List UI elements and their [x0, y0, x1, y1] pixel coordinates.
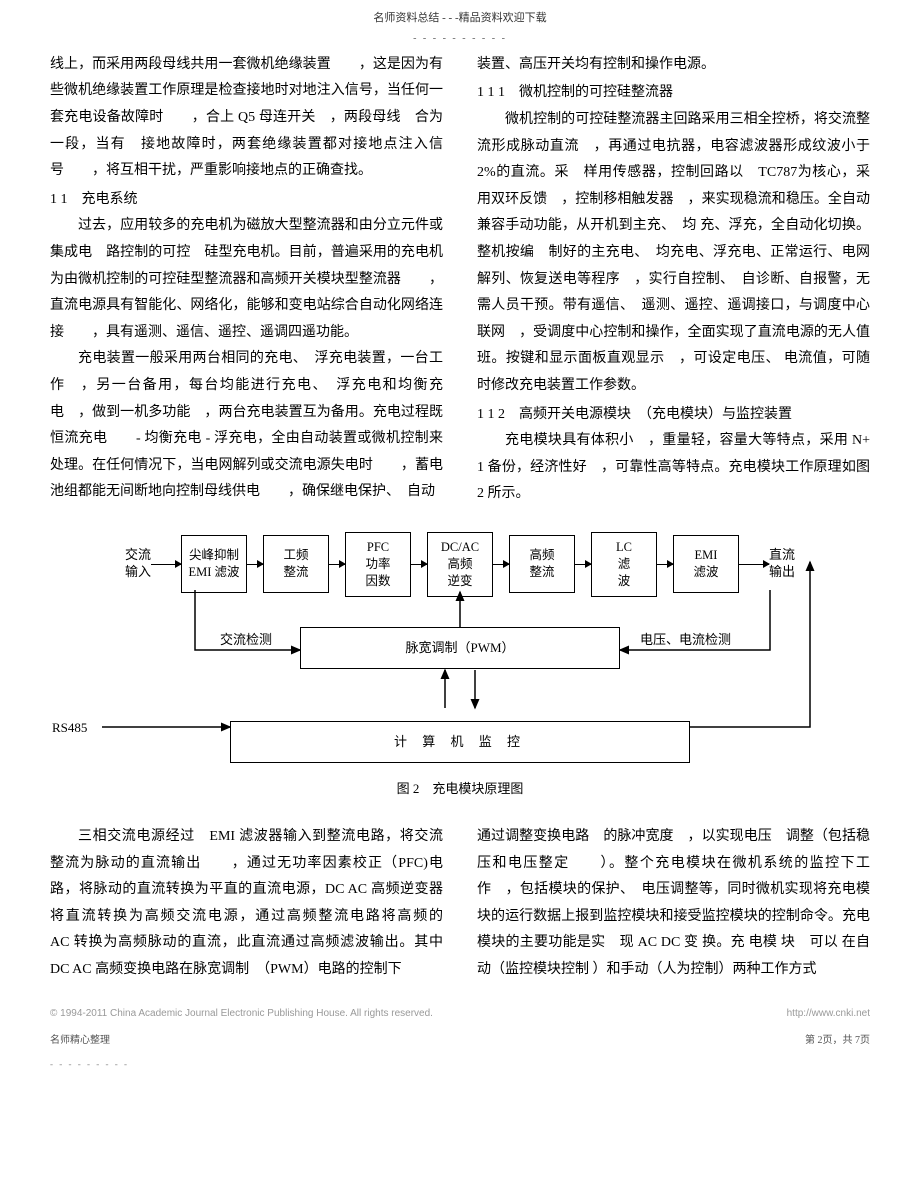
left-column: 线上，而采用两段母线共用一套微机绝缘装置 ，这是因为有些微机绝缘装置工作原理是检…	[50, 52, 443, 508]
pwm-box: 脉宽调制（PWM）	[300, 627, 620, 670]
monitor-box: 计 算 机 监 控	[230, 721, 690, 764]
box-emi-out: EMI 滤波	[673, 535, 739, 593]
dc-output-label: 直流 输出	[769, 547, 795, 581]
page-footer-2: 名师精心整理 第 2页，共 7页	[0, 1029, 920, 1056]
left-p3: 充电装置一般采用两台相同的充电、 浮充电装置，一台工作 ，另一台备用，每台均能进…	[50, 346, 443, 506]
box-rectifier: 工频 整流	[263, 535, 329, 593]
section-1-1: 1 1 充电系统	[50, 187, 443, 214]
box-pfc: PFC 功率 因数	[345, 532, 411, 597]
left-p1: 线上，而采用两段母线共用一套微机绝缘装置 ，这是因为有些微机绝缘装置工作原理是检…	[50, 52, 443, 185]
page-content: 线上，而采用两段母线共用一套微机绝缘装置 ，这是因为有些微机绝缘装置工作原理是检…	[0, 52, 920, 1004]
footer-left: 名师精心整理	[50, 1031, 110, 1050]
right-p3: 充电模块具有体积小 ，重量轻，容量大等特点，采用 N+ 1 备份，经济性好 ，可…	[477, 428, 870, 508]
header-sub: - - - - - - - - - -	[0, 29, 920, 52]
flow-top-row: 交流 输入 尖峰抑制 EMI 滤波 工频 整流 PFC 功率 因数 DC/AC …	[50, 532, 870, 597]
bottom-right-p1: 通过调整变换电路 的脉冲宽度 ，以实现电压 调整（包括稳压和电压整定 ）。整个充…	[477, 824, 870, 984]
arrow-in	[151, 564, 181, 566]
left-p2: 过去，应用较多的充电机为磁放大型整流器和由分立元件或集成电 路控制的可控 硅型充…	[50, 213, 443, 346]
lower-left-column: 三相交流电源经过 EMI 滤波器输入到整流电路，将交流整流为脉动的直流输出 ，通…	[50, 824, 443, 984]
bottom-left-p1: 三相交流电源经过 EMI 滤波器输入到整流电路，将交流整流为脉动的直流输出 ，通…	[50, 824, 443, 984]
upper-columns: 线上，而采用两段母线共用一套微机绝缘装置 ，这是因为有些微机绝缘装置工作原理是检…	[50, 52, 870, 508]
arrow-2	[329, 564, 345, 566]
pwm-row: 脉宽调制（PWM）	[50, 627, 870, 687]
right-p1: 装置、高压开关均有控制和操作电源。	[477, 52, 870, 79]
page-footer: © 1994-2011 China Academic Journal Elect…	[0, 1004, 920, 1029]
box-lc: LC 滤 波	[591, 532, 657, 597]
arrow-3	[411, 564, 427, 566]
arrow-6	[657, 564, 673, 566]
section-1-1-1: 1 1 1 微机控制的可控硅整流器	[477, 80, 870, 107]
arrow-4	[493, 564, 509, 566]
figure-2-caption: 图 2 充电模块原理图	[50, 777, 870, 802]
box-emi-in: 尖峰抑制 EMI 滤波	[181, 535, 247, 593]
lower-right-column: 通过调整变换电路 的脉冲宽度 ，以实现电压 调整（包括稳压和电压整定 ）。整个充…	[477, 824, 870, 984]
arrow-1	[247, 564, 263, 566]
box-hf-rect: 高频 整流	[509, 535, 575, 593]
arrow-out	[739, 564, 769, 566]
footer-right: 第 2页，共 7页	[805, 1031, 870, 1050]
right-column: 装置、高压开关均有控制和操作电源。 1 1 1 微机控制的可控硅整流器 微机控制…	[477, 52, 870, 508]
ac-input-label: 交流 输入	[125, 547, 151, 581]
box-dcac: DC/AC 高频 逆变	[427, 532, 493, 597]
diagram-wrap: 交流 输入 尖峰抑制 EMI 滤波 工频 整流 PFC 功率 因数 DC/AC …	[50, 532, 870, 763]
cnki-url: http://www.cnki.net	[787, 1004, 870, 1023]
copyright-text: © 1994-2011 China Academic Journal Elect…	[50, 1004, 433, 1023]
right-p2: 微机控制的可控硅整流器主回路采用三相全控桥，将交流整流形成脉动直流 ，再通过电抗…	[477, 107, 870, 400]
figure-2: 交流 输入 尖峰抑制 EMI 滤波 工频 整流 PFC 功率 因数 DC/AC …	[50, 532, 870, 802]
monitor-row: 计 算 机 监 控	[50, 721, 870, 764]
section-1-1-2: 1 1 2 高频开关电源模块 （充电模块）与监控装置	[477, 402, 870, 429]
arrow-5	[575, 564, 591, 566]
footer-sub: - - - - - - - - -	[0, 1056, 920, 1073]
header-top: 名师资料总结 - - -精品资料欢迎下载	[0, 0, 920, 29]
lower-columns: 三相交流电源经过 EMI 滤波器输入到整流电路，将交流整流为脉动的直流输出 ，通…	[50, 824, 870, 984]
